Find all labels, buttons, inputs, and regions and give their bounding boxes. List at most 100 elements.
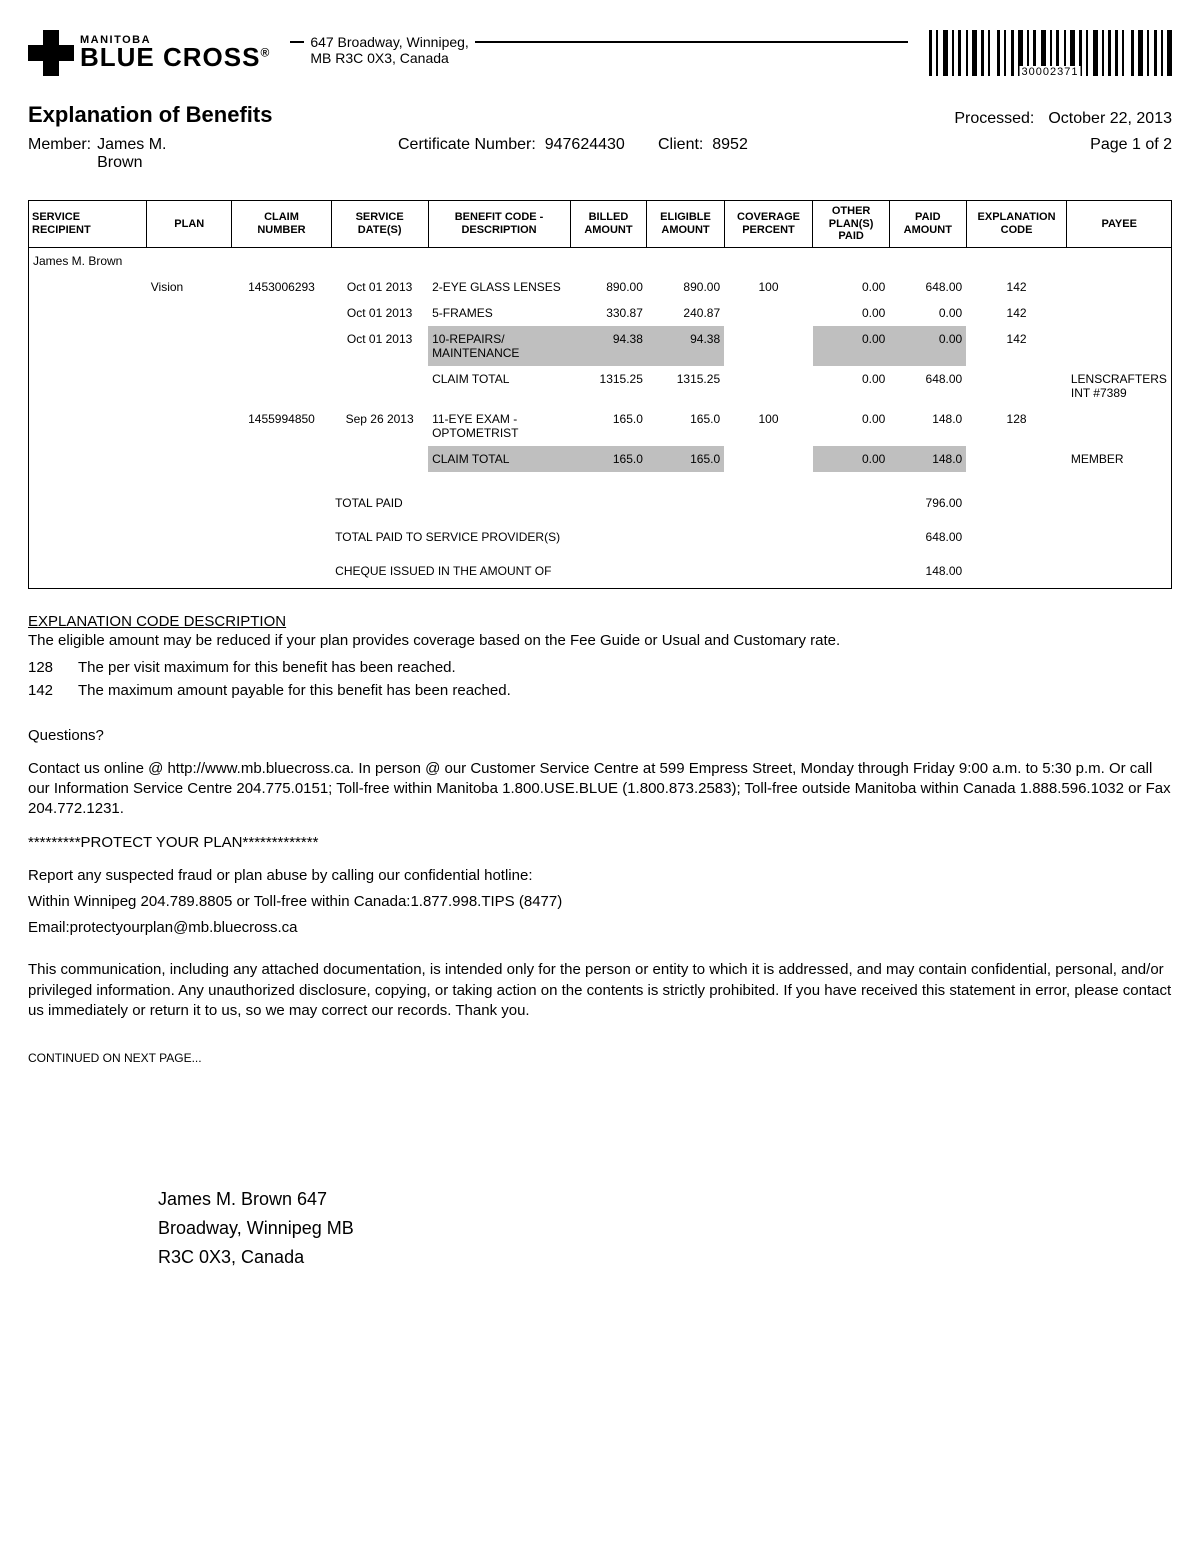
table-cell: 2-EYE GLASS LENSES bbox=[428, 274, 570, 300]
table-header-cell: BILLEDAMOUNT bbox=[570, 201, 647, 248]
table-cell bbox=[724, 300, 813, 326]
logo: MANITOBA BLUE CROSS® bbox=[28, 30, 270, 76]
table-cell: 0.00 bbox=[813, 274, 889, 300]
barcode-number: 30002371 bbox=[1020, 66, 1081, 78]
summary-amount: 796.00 bbox=[889, 486, 966, 520]
table-cell bbox=[1067, 274, 1172, 300]
table-cell: 5-FRAMES bbox=[428, 300, 570, 326]
client-number: 8952 bbox=[712, 136, 748, 153]
table-cell bbox=[724, 366, 813, 406]
table-cell: 0.00 bbox=[813, 300, 889, 326]
summary-label: CHEQUE ISSUED IN THE AMOUNT OF bbox=[331, 554, 889, 589]
table-header-cell: EXPLANATIONCODE bbox=[966, 201, 1067, 248]
table-cell: 240.87 bbox=[647, 300, 724, 326]
table-cell: CLAIM TOTAL bbox=[428, 446, 570, 472]
table-cell: 330.87 bbox=[570, 300, 647, 326]
table-cell: 165.0 bbox=[570, 446, 647, 472]
table-cell: 1315.25 bbox=[570, 366, 647, 406]
table-cell: 94.38 bbox=[647, 326, 724, 366]
table-cell bbox=[232, 326, 331, 366]
table-cell: 128 bbox=[966, 406, 1067, 446]
summary-label: TOTAL PAID bbox=[331, 486, 889, 520]
table-cell: Oct 01 2013 bbox=[331, 326, 428, 366]
table-row: Vision1453006293Oct 01 20132-EYE GLASS L… bbox=[29, 274, 1172, 300]
table-cell bbox=[1067, 326, 1172, 366]
certificate-number: 947624430 bbox=[545, 136, 625, 153]
continued-notice: CONTINUED ON NEXT PAGE... bbox=[28, 1051, 1172, 1065]
table-cell: Oct 01 2013 bbox=[331, 300, 428, 326]
member-name-1: James M. bbox=[97, 136, 166, 154]
table-cell: 1315.25 bbox=[647, 366, 724, 406]
table-cell: 142 bbox=[966, 300, 1067, 326]
protect-heading: *********PROTECT YOUR PLAN************* bbox=[28, 834, 1172, 851]
table-cell bbox=[29, 406, 147, 446]
table-cell bbox=[29, 326, 147, 366]
table-cell: 142 bbox=[966, 274, 1067, 300]
table-cell bbox=[331, 446, 428, 472]
table-cell: Vision bbox=[147, 274, 232, 300]
table-cell: 0.00 bbox=[813, 406, 889, 446]
table-cell bbox=[232, 300, 331, 326]
table-cell bbox=[966, 366, 1067, 406]
table-cell bbox=[147, 446, 232, 472]
table-cell: 0.00 bbox=[813, 326, 889, 366]
table-header-cell: CLAIMNUMBER bbox=[232, 201, 331, 248]
table-cell: 1455994850 bbox=[232, 406, 331, 446]
table-cell bbox=[29, 366, 147, 406]
table-cell: 890.00 bbox=[647, 274, 724, 300]
table-cell: 648.00 bbox=[889, 274, 966, 300]
processed-date: Processed:October 22, 2013 bbox=[954, 110, 1172, 128]
table-cell: 94.38 bbox=[570, 326, 647, 366]
table-header-cell: BENEFIT CODE -DESCRIPTION bbox=[428, 201, 570, 248]
table-cell: 165.0 bbox=[570, 406, 647, 446]
mailing-line: James M. Brown 647 bbox=[158, 1185, 458, 1214]
table-cell bbox=[29, 446, 147, 472]
table-cell bbox=[147, 326, 232, 366]
table-cell bbox=[147, 300, 232, 326]
letterhead: MANITOBA BLUE CROSS® 647 Broadway, Winni… bbox=[28, 30, 1172, 76]
table-header-cell: SERVICEDATE(S) bbox=[331, 201, 428, 248]
table-cell: 890.00 bbox=[570, 274, 647, 300]
table-cell: 165.0 bbox=[647, 406, 724, 446]
table-cell: MEMBER bbox=[1067, 446, 1172, 472]
table-cell bbox=[1067, 406, 1172, 446]
member-name-2: Brown bbox=[97, 154, 166, 172]
table-row: 1455994850Sep 26 201311-EYE EXAM - OPTOM… bbox=[29, 406, 1172, 446]
table-header-cell: ELIGIBLEAMOUNT bbox=[647, 201, 724, 248]
table-row: CLAIM TOTAL1315.251315.250.00648.00LENSC… bbox=[29, 366, 1172, 406]
member-label: Member: bbox=[28, 136, 91, 172]
questions-label: Questions? bbox=[28, 727, 1172, 744]
table-cell bbox=[29, 274, 147, 300]
table-row: CLAIM TOTAL165.0165.00.00148.0MEMBER bbox=[29, 446, 1172, 472]
protect-line: Email:protectyourplan@mb.bluecross.ca bbox=[28, 918, 1172, 938]
table-cell: 1453006293 bbox=[232, 274, 331, 300]
table-cell: 165.0 bbox=[647, 446, 724, 472]
barcode: 30002371 bbox=[928, 30, 1172, 76]
table-cell bbox=[966, 446, 1067, 472]
table-cell bbox=[1067, 300, 1172, 326]
confidentiality-notice: This communication, including any attach… bbox=[28, 960, 1172, 1021]
cross-icon bbox=[28, 30, 74, 76]
table-header-cell: PAYEE bbox=[1067, 201, 1172, 248]
mailing-address: James M. Brown 647Broadway, Winnipeg MBR… bbox=[158, 1185, 458, 1271]
summary-label: TOTAL PAID TO SERVICE PROVIDER(S) bbox=[331, 520, 889, 554]
logo-big-text: BLUE CROSS® bbox=[80, 46, 270, 69]
table-cell bbox=[232, 446, 331, 472]
table-header-cell: SERVICERECIPIENT bbox=[29, 201, 147, 248]
table-cell bbox=[29, 300, 147, 326]
table-cell bbox=[147, 366, 232, 406]
table-cell: 0.00 bbox=[889, 300, 966, 326]
mailing-line: Broadway, Winnipeg MB bbox=[158, 1214, 458, 1243]
explanation-code-line: 128The per visit maximum for this benefi… bbox=[28, 659, 1172, 676]
table-header-cell: COVERAGEPERCENT bbox=[724, 201, 813, 248]
summary-amount: 648.00 bbox=[889, 520, 966, 554]
address-line1: 647 Broadway, Winnipeg, bbox=[310, 34, 469, 50]
table-cell: CLAIM TOTAL bbox=[428, 366, 570, 406]
table-cell bbox=[232, 366, 331, 406]
table-header-cell: PLAN bbox=[147, 201, 232, 248]
claims-table: SERVICERECIPIENTPLANCLAIMNUMBERSERVICEDA… bbox=[28, 200, 1172, 589]
table-cell: Sep 26 2013 bbox=[331, 406, 428, 446]
table-cell: 0.00 bbox=[813, 366, 889, 406]
table-cell: 100 bbox=[724, 274, 813, 300]
table-cell bbox=[331, 366, 428, 406]
